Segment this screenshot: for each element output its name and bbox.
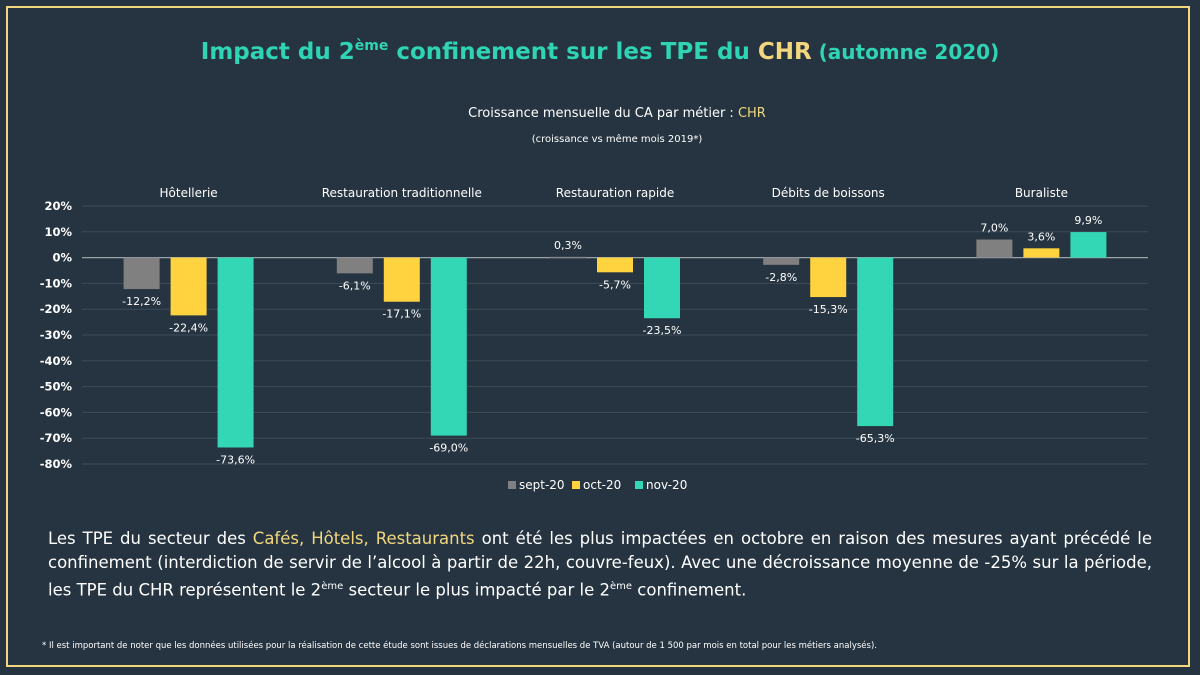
legend-swatch-sept-20 (508, 481, 516, 489)
data-label: 0,3% (554, 239, 582, 252)
bar-sept-20 (976, 239, 1013, 258)
chart-title: Croissance mensuelle du CA par métier : … (468, 106, 766, 121)
y-tick-label: -10% (40, 276, 73, 290)
category-label: Restauration traditionnelle (322, 186, 482, 200)
bar-nov-20 (1070, 232, 1107, 258)
y-tick-label: 20% (44, 199, 72, 213)
y-tick-label: 0% (52, 251, 72, 265)
page-title: Impact du 2ème confinement sur les TPE d… (200, 38, 1000, 65)
bar-oct-20 (810, 257, 847, 298)
data-label: 3,6% (1027, 230, 1055, 243)
category-label: Restauration rapide (556, 186, 674, 200)
data-label: 7,0% (980, 222, 1008, 235)
data-label: -65,3% (856, 432, 895, 445)
slide-frame (6, 6, 1190, 667)
bar-sept-20 (763, 257, 800, 265)
data-label: 9,9% (1074, 214, 1102, 227)
legend-label: nov-20 (646, 478, 687, 492)
data-label: -6,1% (339, 279, 371, 292)
legend-swatch-oct-20 (572, 481, 580, 489)
bar-nov-20 (430, 257, 467, 436)
y-tick-label: -50% (40, 380, 73, 394)
category-label: Débits de boissons (772, 186, 885, 200)
chart-subtitle: (croissance vs même mois 2019*) (531, 134, 703, 145)
data-label: -17,1% (382, 308, 421, 321)
data-label: -73,6% (216, 453, 255, 466)
bar-sept-20 (336, 257, 373, 274)
data-label: -69,0% (429, 442, 468, 455)
bar-sept-20 (123, 257, 160, 290)
data-label: -2,8% (765, 271, 797, 284)
bar-nov-20 (644, 257, 680, 319)
legend-swatch-nov-20 (635, 481, 643, 489)
y-tick-label: -60% (40, 405, 73, 419)
y-tick-label: -70% (40, 431, 73, 445)
y-tick-label: -40% (40, 354, 73, 368)
footnote: * Il est important de noter que les donn… (42, 641, 877, 651)
bar-oct-20 (1023, 248, 1060, 258)
legend-label: sept-20 (519, 478, 565, 492)
data-label: -5,7% (599, 278, 631, 291)
y-tick-label: -20% (40, 302, 73, 316)
category-label: Buraliste (1015, 186, 1068, 200)
data-label: -23,5% (643, 324, 682, 337)
bar-sept-20 (550, 256, 586, 258)
bar-oct-20 (597, 257, 633, 273)
data-label: -12,2% (122, 295, 161, 308)
bar-nov-20 (857, 257, 894, 427)
bar-chart: 20% 10% 0% -10% -20% -30% -40% -50% -60% -70% -80%… (40, 186, 1148, 492)
body-paragraph: Les TPE du secteur des Cafés, Hôtels, Re… (48, 529, 1152, 600)
y-tick-label: 10% (44, 225, 72, 239)
bar-oct-20 (383, 257, 420, 302)
bar-nov-20 (217, 257, 254, 448)
bar-oct-20 (170, 257, 207, 316)
data-label: -15,3% (809, 303, 848, 316)
y-tick-label: -80% (40, 457, 73, 471)
category-label: Hôtellerie (160, 186, 218, 200)
data-label: -22,4% (169, 321, 208, 334)
y-tick-label: -30% (40, 328, 73, 342)
legend-label: oct-20 (583, 478, 621, 492)
